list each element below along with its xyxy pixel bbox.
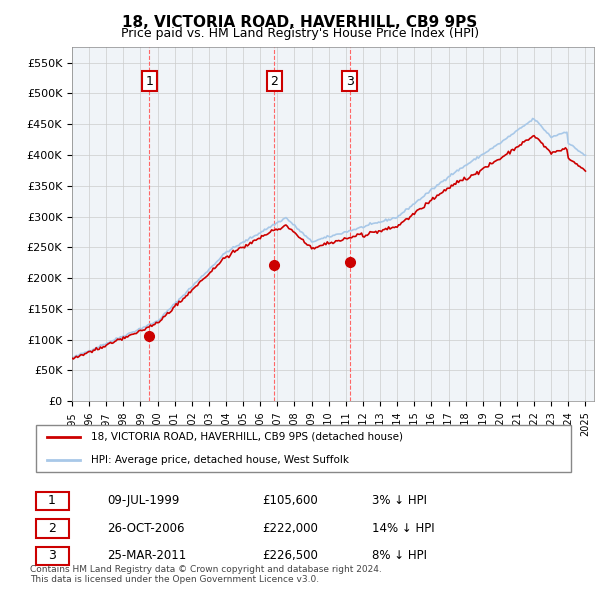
Text: 1: 1	[145, 74, 153, 87]
Text: £226,500: £226,500	[262, 549, 318, 562]
Text: 09-JUL-1999: 09-JUL-1999	[107, 494, 179, 507]
Text: £105,600: £105,600	[262, 494, 317, 507]
Text: Contains HM Land Registry data © Crown copyright and database right 2024.
This d: Contains HM Land Registry data © Crown c…	[30, 565, 382, 584]
Text: 3: 3	[346, 74, 354, 87]
Text: Price paid vs. HM Land Registry's House Price Index (HPI): Price paid vs. HM Land Registry's House …	[121, 27, 479, 40]
Text: 14% ↓ HPI: 14% ↓ HPI	[372, 522, 435, 535]
Text: 3: 3	[48, 549, 56, 562]
Text: 26-OCT-2006: 26-OCT-2006	[107, 522, 185, 535]
FancyBboxPatch shape	[35, 547, 68, 565]
Text: 2: 2	[48, 522, 56, 535]
Text: 18, VICTORIA ROAD, HAVERHILL, CB9 9PS (detached house): 18, VICTORIA ROAD, HAVERHILL, CB9 9PS (d…	[91, 432, 403, 442]
Text: 18, VICTORIA ROAD, HAVERHILL, CB9 9PS: 18, VICTORIA ROAD, HAVERHILL, CB9 9PS	[122, 15, 478, 30]
Text: 25-MAR-2011: 25-MAR-2011	[107, 549, 187, 562]
FancyBboxPatch shape	[35, 492, 68, 510]
FancyBboxPatch shape	[35, 519, 68, 537]
Text: 8% ↓ HPI: 8% ↓ HPI	[372, 549, 427, 562]
Text: 3% ↓ HPI: 3% ↓ HPI	[372, 494, 427, 507]
FancyBboxPatch shape	[35, 425, 571, 472]
Text: HPI: Average price, detached house, West Suffolk: HPI: Average price, detached house, West…	[91, 455, 349, 465]
Text: 2: 2	[271, 74, 278, 87]
Text: 1: 1	[48, 494, 56, 507]
Text: £222,000: £222,000	[262, 522, 318, 535]
